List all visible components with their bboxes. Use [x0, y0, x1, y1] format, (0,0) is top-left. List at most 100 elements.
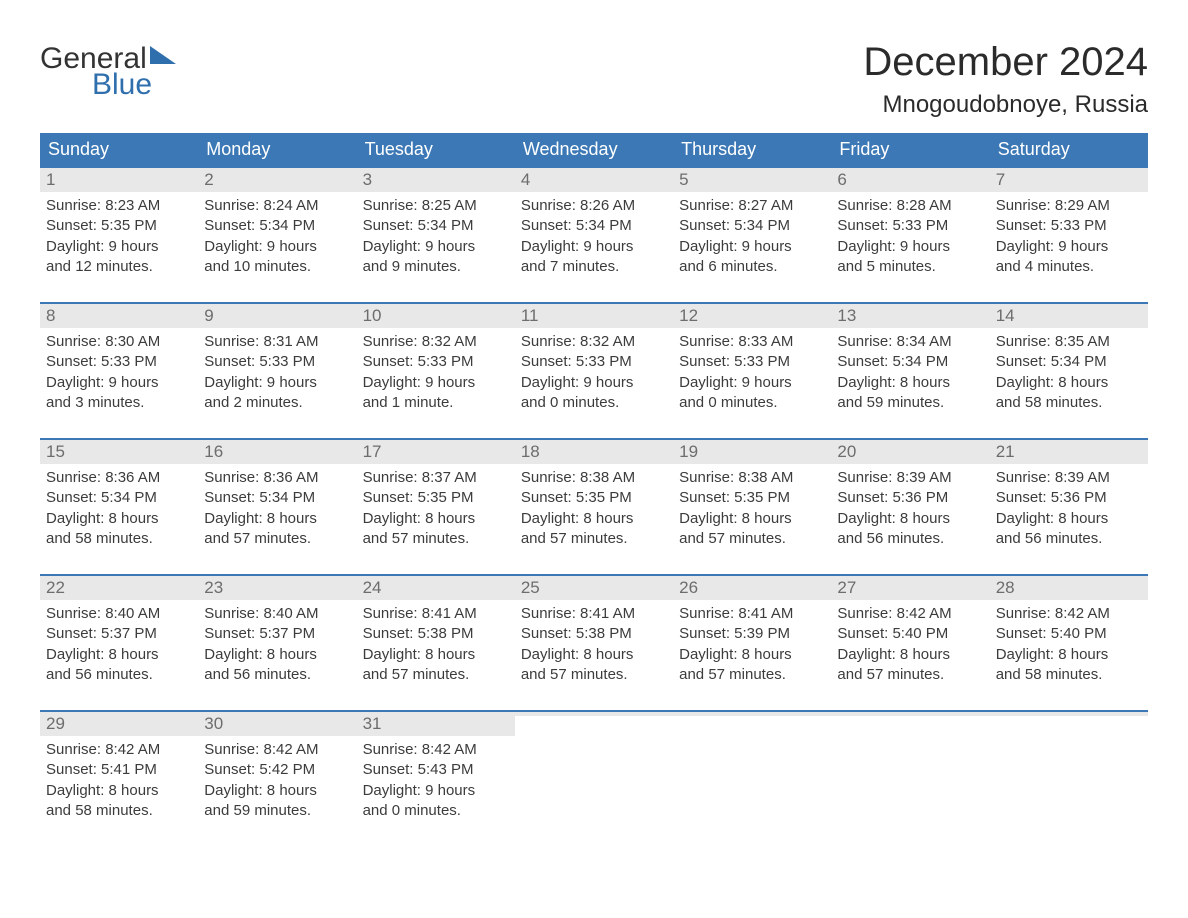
day-number	[990, 712, 1148, 716]
daylight-line2: and 56 minutes.	[996, 529, 1142, 549]
day-details: Sunrise: 8:32 AMSunset: 5:33 PMDaylight:…	[357, 328, 515, 419]
day-number: 17	[357, 440, 515, 464]
daylight-line1: Daylight: 8 hours	[363, 509, 509, 529]
calendar-day: 27Sunrise: 8:42 AMSunset: 5:40 PMDayligh…	[831, 576, 989, 694]
day-number: 20	[831, 440, 989, 464]
sunrise-text: Sunrise: 8:24 AM	[204, 196, 350, 216]
day-number: 18	[515, 440, 673, 464]
sunrise-text: Sunrise: 8:39 AM	[837, 468, 983, 488]
calendar-day: 11Sunrise: 8:32 AMSunset: 5:33 PMDayligh…	[515, 304, 673, 422]
sunrise-text: Sunrise: 8:38 AM	[679, 468, 825, 488]
sunset-text: Sunset: 5:37 PM	[204, 624, 350, 644]
calendar-day: 3Sunrise: 8:25 AMSunset: 5:34 PMDaylight…	[357, 168, 515, 286]
calendar-day: 2Sunrise: 8:24 AMSunset: 5:34 PMDaylight…	[198, 168, 356, 286]
daylight-line1: Daylight: 8 hours	[46, 781, 192, 801]
day-number: 24	[357, 576, 515, 600]
sunrise-text: Sunrise: 8:31 AM	[204, 332, 350, 352]
daylight-line2: and 59 minutes.	[837, 393, 983, 413]
daylight-line2: and 57 minutes.	[363, 665, 509, 685]
calendar-day: 6Sunrise: 8:28 AMSunset: 5:33 PMDaylight…	[831, 168, 989, 286]
daylight-line1: Daylight: 8 hours	[996, 509, 1142, 529]
sunrise-text: Sunrise: 8:36 AM	[46, 468, 192, 488]
day-number: 2	[198, 168, 356, 192]
day-number: 10	[357, 304, 515, 328]
sunset-text: Sunset: 5:33 PM	[996, 216, 1142, 236]
day-details: Sunrise: 8:32 AMSunset: 5:33 PMDaylight:…	[515, 328, 673, 419]
calendar-day: 25Sunrise: 8:41 AMSunset: 5:38 PMDayligh…	[515, 576, 673, 694]
calendar-day: 10Sunrise: 8:32 AMSunset: 5:33 PMDayligh…	[357, 304, 515, 422]
sunset-text: Sunset: 5:35 PM	[46, 216, 192, 236]
day-number: 29	[40, 712, 198, 736]
day-details: Sunrise: 8:29 AMSunset: 5:33 PMDaylight:…	[990, 192, 1148, 283]
header: General Blue December 2024 Mnogoudobnoye…	[40, 40, 1148, 119]
daylight-line2: and 58 minutes.	[46, 529, 192, 549]
sunset-text: Sunset: 5:33 PM	[204, 352, 350, 372]
sunrise-text: Sunrise: 8:42 AM	[46, 740, 192, 760]
calendar-day: 23Sunrise: 8:40 AMSunset: 5:37 PMDayligh…	[198, 576, 356, 694]
day-number: 15	[40, 440, 198, 464]
daylight-line1: Daylight: 9 hours	[363, 373, 509, 393]
sunset-text: Sunset: 5:35 PM	[679, 488, 825, 508]
weekday-header: Friday	[831, 133, 989, 166]
calendar-day: 20Sunrise: 8:39 AMSunset: 5:36 PMDayligh…	[831, 440, 989, 558]
daylight-line1: Daylight: 9 hours	[46, 373, 192, 393]
daylight-line1: Daylight: 9 hours	[521, 237, 667, 257]
sunset-text: Sunset: 5:38 PM	[363, 624, 509, 644]
daylight-line2: and 58 minutes.	[996, 393, 1142, 413]
daylight-line2: and 57 minutes.	[204, 529, 350, 549]
daylight-line2: and 57 minutes.	[679, 529, 825, 549]
calendar-day	[673, 712, 831, 830]
daylight-line1: Daylight: 9 hours	[46, 237, 192, 257]
sunrise-text: Sunrise: 8:40 AM	[204, 604, 350, 624]
daylight-line2: and 1 minute.	[363, 393, 509, 413]
day-details: Sunrise: 8:24 AMSunset: 5:34 PMDaylight:…	[198, 192, 356, 283]
sunrise-text: Sunrise: 8:42 AM	[363, 740, 509, 760]
sunrise-text: Sunrise: 8:42 AM	[996, 604, 1142, 624]
daylight-line2: and 57 minutes.	[837, 665, 983, 685]
day-number: 31	[357, 712, 515, 736]
daylight-line2: and 0 minutes.	[679, 393, 825, 413]
day-details: Sunrise: 8:35 AMSunset: 5:34 PMDaylight:…	[990, 328, 1148, 419]
day-number: 21	[990, 440, 1148, 464]
calendar-day: 9Sunrise: 8:31 AMSunset: 5:33 PMDaylight…	[198, 304, 356, 422]
weekday-header: Saturday	[990, 133, 1148, 166]
weekday-header: Monday	[198, 133, 356, 166]
calendar: Sunday Monday Tuesday Wednesday Thursday…	[40, 133, 1148, 830]
day-details: Sunrise: 8:40 AMSunset: 5:37 PMDaylight:…	[198, 600, 356, 691]
calendar-day: 7Sunrise: 8:29 AMSunset: 5:33 PMDaylight…	[990, 168, 1148, 286]
daylight-line2: and 59 minutes.	[204, 801, 350, 821]
sunset-text: Sunset: 5:35 PM	[521, 488, 667, 508]
sunset-text: Sunset: 5:34 PM	[204, 488, 350, 508]
calendar-day: 8Sunrise: 8:30 AMSunset: 5:33 PMDaylight…	[40, 304, 198, 422]
sunset-text: Sunset: 5:42 PM	[204, 760, 350, 780]
logo: General Blue	[40, 40, 176, 100]
daylight-line1: Daylight: 9 hours	[363, 781, 509, 801]
day-number: 25	[515, 576, 673, 600]
calendar-day: 14Sunrise: 8:35 AMSunset: 5:34 PMDayligh…	[990, 304, 1148, 422]
sunrise-text: Sunrise: 8:27 AM	[679, 196, 825, 216]
sunrise-text: Sunrise: 8:41 AM	[363, 604, 509, 624]
day-details: Sunrise: 8:36 AMSunset: 5:34 PMDaylight:…	[198, 464, 356, 555]
calendar-day	[831, 712, 989, 830]
day-details: Sunrise: 8:41 AMSunset: 5:38 PMDaylight:…	[357, 600, 515, 691]
weekday-header: Wednesday	[515, 133, 673, 166]
daylight-line1: Daylight: 8 hours	[204, 509, 350, 529]
daylight-line2: and 56 minutes.	[837, 529, 983, 549]
daylight-line1: Daylight: 9 hours	[521, 373, 667, 393]
weekday-header: Sunday	[40, 133, 198, 166]
day-number: 6	[831, 168, 989, 192]
daylight-line1: Daylight: 8 hours	[996, 373, 1142, 393]
daylight-line2: and 56 minutes.	[46, 665, 192, 685]
daylight-line2: and 6 minutes.	[679, 257, 825, 277]
daylight-line2: and 9 minutes.	[363, 257, 509, 277]
day-number: 27	[831, 576, 989, 600]
sunrise-text: Sunrise: 8:37 AM	[363, 468, 509, 488]
logo-triangle-icon	[150, 40, 176, 70]
daylight-line2: and 57 minutes.	[521, 665, 667, 685]
calendar-day: 19Sunrise: 8:38 AMSunset: 5:35 PMDayligh…	[673, 440, 831, 558]
day-details: Sunrise: 8:25 AMSunset: 5:34 PMDaylight:…	[357, 192, 515, 283]
calendar-day: 1Sunrise: 8:23 AMSunset: 5:35 PMDaylight…	[40, 168, 198, 286]
daylight-line1: Daylight: 9 hours	[204, 237, 350, 257]
sunset-text: Sunset: 5:39 PM	[679, 624, 825, 644]
daylight-line1: Daylight: 8 hours	[521, 645, 667, 665]
